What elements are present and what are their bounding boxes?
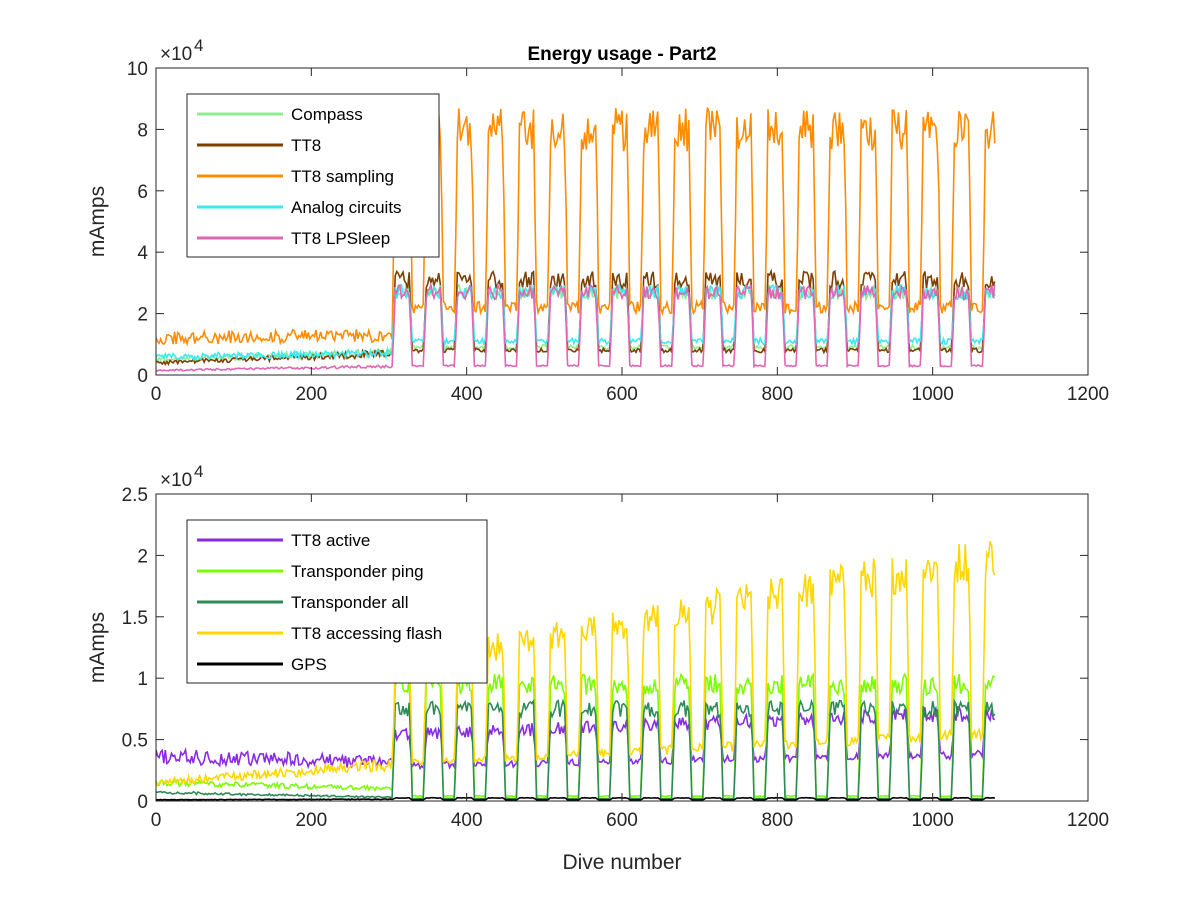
y-axis-label: mAmps bbox=[86, 612, 109, 683]
y-tick-label: 0.5 bbox=[122, 731, 148, 752]
x-tick-label: 1000 bbox=[912, 810, 954, 831]
legend-label: Transponder ping bbox=[291, 562, 424, 581]
legend-label: GPS bbox=[291, 655, 327, 674]
series-line-gps bbox=[156, 796, 996, 801]
legend: TT8 active Transponder ping Transponder al… bbox=[186, 519, 488, 684]
y-multiplier: ×10 bbox=[160, 470, 192, 491]
legend: Compass TT8 TT8 sampling Analog circuits TT8… bbox=[186, 93, 440, 258]
legend-label: TT8 LPSleep bbox=[291, 229, 390, 248]
y-axis-label: mAmps bbox=[86, 186, 109, 257]
legend-label: Compass bbox=[291, 105, 363, 124]
x-tick-label: 400 bbox=[451, 384, 483, 405]
x-tick-label: 800 bbox=[761, 384, 793, 405]
x-tick-label: 1000 bbox=[912, 384, 954, 405]
legend-label: TT8 bbox=[291, 136, 321, 155]
series-group bbox=[156, 107, 996, 372]
y-tick-label: 0 bbox=[137, 792, 148, 813]
x-tick-label: 200 bbox=[295, 810, 327, 831]
bottom-chart-panel: 0 200 400 600 800 1000 1200 0 0.5 1 1.5 2 2.5 ×10 4 mAm… bbox=[86, 462, 1109, 874]
series-line-tt8-lpsleep bbox=[156, 281, 996, 372]
series-line-transponder-all bbox=[156, 698, 996, 800]
y-tick-label: 2 bbox=[137, 305, 148, 326]
series-line-tt8-sampling bbox=[156, 107, 996, 347]
y-tick-label: 10 bbox=[127, 59, 148, 80]
legend-label: TT8 sampling bbox=[291, 167, 394, 186]
series-group bbox=[156, 540, 996, 801]
y-tick-label: 4 bbox=[137, 243, 148, 264]
legend-label: TT8 accessing flash bbox=[291, 624, 442, 643]
x-tick-label: 1200 bbox=[1067, 384, 1109, 405]
series-line-transponder-ping bbox=[156, 671, 996, 798]
series-line-tt8-accessing-flash bbox=[156, 540, 996, 787]
chart-title: Energy usage - Part2 bbox=[527, 44, 716, 65]
x-tick-label: 600 bbox=[606, 810, 638, 831]
y-tick-label: 0 bbox=[137, 366, 148, 387]
series-line-analog-circuits bbox=[156, 282, 996, 362]
x-tick-label: 0 bbox=[151, 384, 162, 405]
x-tick-label: 1200 bbox=[1067, 810, 1109, 831]
y-multiplier: ×10 bbox=[160, 44, 192, 65]
y-tick-label: 2.5 bbox=[122, 485, 148, 506]
y-multiplier-exponent: 4 bbox=[194, 462, 203, 481]
y-tick-label: 6 bbox=[137, 182, 148, 203]
legend-label: Transponder all bbox=[291, 593, 409, 612]
y-tick-label: 1 bbox=[137, 669, 148, 690]
legend-label: Analog circuits bbox=[291, 198, 402, 217]
x-tick-label: 800 bbox=[761, 810, 793, 831]
y-tick-label: 2 bbox=[137, 546, 148, 567]
y-tick-label: 8 bbox=[137, 120, 148, 141]
legend-label: TT8 active bbox=[291, 531, 370, 550]
y-multiplier-exponent: 4 bbox=[194, 36, 203, 55]
x-axis-label: Dive number bbox=[562, 851, 681, 874]
x-tick-label: 600 bbox=[606, 384, 638, 405]
y-tick-label: 1.5 bbox=[122, 608, 148, 629]
x-tick-label: 400 bbox=[451, 810, 483, 831]
x-tick-label: 0 bbox=[151, 810, 162, 831]
legend-box bbox=[186, 93, 440, 258]
x-tick-label: 200 bbox=[295, 384, 327, 405]
series-line-tt8-active bbox=[156, 705, 996, 771]
